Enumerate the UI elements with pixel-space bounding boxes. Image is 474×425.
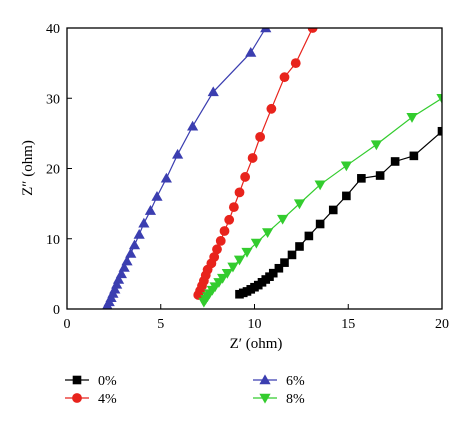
series-1-point-8 (212, 244, 222, 255)
series-2-point-20 (245, 46, 257, 57)
series-0-point-18 (357, 174, 366, 183)
y-tick-label-1: 10 (46, 233, 60, 248)
series-3-point-20 (436, 94, 442, 104)
series-1-point-9 (215, 235, 226, 246)
series-0-point-17 (342, 191, 351, 201)
legend-label-0: 0% (98, 374, 117, 389)
legend-item-0: 0% (65, 374, 117, 389)
series-2-point-18 (187, 120, 199, 131)
series-1-point-20 (307, 28, 318, 33)
series-2-point-9 (121, 255, 133, 266)
series-3-point-7 (217, 273, 229, 284)
legend-item-2: 6% (253, 374, 305, 389)
series-1-point-19 (290, 58, 301, 69)
series-0-point-9 (268, 268, 278, 278)
series-1-point-15 (247, 153, 258, 163)
series-3-point-11 (241, 247, 253, 258)
series-1-point-14 (240, 172, 251, 182)
series-2-point-4 (109, 283, 121, 294)
legend-item-3: 8% (253, 392, 305, 407)
series-3-point-14 (277, 214, 289, 225)
series-layer (102, 28, 442, 309)
y-tick-label-3: 30 (46, 92, 60, 107)
series-0-point-11 (280, 258, 289, 267)
series-2-point-16 (160, 172, 172, 183)
series-0-point-16 (328, 205, 338, 215)
series-2-point-12 (133, 228, 145, 239)
series-1-point-11 (224, 214, 235, 225)
series-0-point-10 (274, 263, 284, 273)
series-3-point-8 (221, 268, 233, 279)
series-1-point-7 (209, 252, 220, 262)
x-tick-label-0: 0 (64, 317, 71, 332)
series-2-point-10 (125, 247, 137, 258)
y-tick-label-0: 0 (53, 303, 60, 318)
series-3-line (203, 97, 442, 303)
series-1-point-12 (228, 202, 239, 213)
legend-label-1: 4% (98, 392, 117, 407)
series-1-point-10 (219, 226, 230, 236)
ticks-layer: 0 5 10 15 20 0 10 20 30 40 (46, 22, 449, 332)
series-3-point-15 (293, 199, 306, 210)
legend-marker-2 (259, 374, 271, 385)
series-0-point-13 (295, 242, 304, 251)
x-axis-label: Z′ (ohm) (230, 336, 283, 352)
series-2-point-17 (172, 148, 184, 159)
series-0-point-19 (375, 171, 385, 180)
series-2-point-11 (128, 239, 141, 250)
legend-label-3: 8% (286, 392, 305, 407)
series-2-point-15 (151, 191, 163, 201)
series-0-point-15 (315, 219, 325, 229)
series-3-point-12 (250, 238, 262, 249)
series-0-point-21 (409, 151, 419, 161)
series-3-point-13 (262, 228, 274, 239)
x-tick-label-4: 20 (435, 317, 449, 332)
series-2-point-14 (144, 205, 157, 215)
y-axis-label: Z″ (ohm) (20, 140, 36, 196)
series-0-point-12 (287, 250, 297, 260)
series-2-point-8 (118, 261, 130, 272)
series-2-point-6 (112, 273, 125, 284)
series-0-point-22 (437, 126, 442, 136)
series-3-point-18 (370, 140, 382, 151)
series-3-point-16 (314, 180, 326, 191)
series-2-point-7 (115, 268, 127, 279)
series-1-point-16 (255, 131, 266, 142)
series-2-point-5 (111, 278, 123, 289)
series-0-point-20 (390, 157, 400, 166)
series-2-point-21 (260, 28, 272, 33)
x-tick-label-1: 5 (157, 317, 164, 332)
y-tick-label-4: 40 (46, 22, 60, 37)
x-tick-label-2: 10 (248, 317, 262, 332)
legend-item-1: 4% (65, 392, 117, 407)
series-3-point-17 (340, 161, 352, 172)
series-3-point-9 (227, 262, 239, 273)
series-1-point-13 (234, 187, 245, 198)
legend-marker-1 (72, 393, 82, 403)
y-tick-label-2: 20 (46, 163, 60, 178)
series-3-point-10 (233, 255, 246, 266)
series-2-point-19 (207, 86, 219, 97)
series-1-point-18 (279, 72, 290, 83)
legend: 0% 4% 6% 8% (65, 374, 305, 407)
series-2-point-13 (138, 217, 150, 228)
legend-label-2: 6% (286, 374, 305, 389)
legend-marker-0 (72, 375, 82, 385)
series-3-point-19 (406, 113, 418, 123)
series-0-point-14 (304, 231, 314, 241)
x-tick-label-3: 15 (341, 317, 355, 332)
series-1-point-17 (266, 103, 277, 114)
legend-marker-3 (259, 393, 271, 404)
